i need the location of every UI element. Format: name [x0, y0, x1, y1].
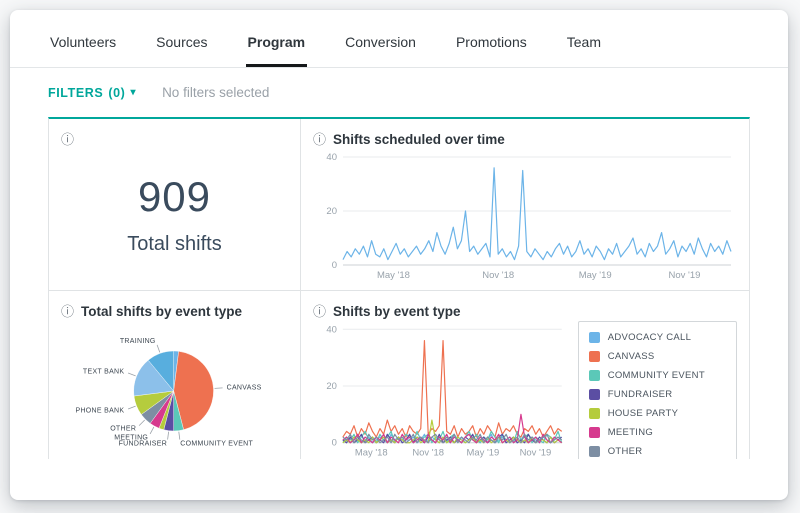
- svg-text:FUNDRAISER: FUNDRAISER: [119, 441, 168, 448]
- legend-swatch-icon: [588, 370, 600, 381]
- filters-label: FILTERS: [48, 85, 104, 100]
- info-icon[interactable]: ⓘ: [61, 303, 75, 319]
- legend-label: OTHER: [607, 446, 643, 457]
- legend-item[interactable]: COMMUNITY EVENT: [588, 370, 726, 381]
- legend-swatch-icon: [588, 332, 600, 343]
- shifts-by-event-chart[interactable]: 0 20 40 May '18 Nov '18 May '19 Nov '19: [313, 321, 568, 459]
- legend-item[interactable]: ADVOCACY CALL: [588, 332, 726, 343]
- svg-text:20: 20: [326, 206, 337, 217]
- svg-text:0: 0: [332, 260, 337, 271]
- card-title-text: Total shifts by event type: [81, 303, 243, 319]
- legend-item[interactable]: FUNDRAISER: [588, 389, 726, 400]
- card-title-text: Shifts by event type: [333, 303, 461, 319]
- svg-text:Nov '18: Nov '18: [412, 448, 444, 459]
- svg-text:May '19: May '19: [579, 270, 612, 281]
- svg-text:TEXT BANK: TEXT BANK: [83, 369, 125, 376]
- tab-conversion[interactable]: Conversion: [343, 12, 418, 67]
- tab-bar: Volunteers Sources Program Conversion Promot…: [10, 10, 788, 68]
- shifts-over-time-chart[interactable]: 0 20 40 May '18 Nov '18 May '19 Nov '19: [313, 149, 737, 281]
- svg-text:OTHER: OTHER: [110, 426, 136, 433]
- card-shifts-pie: ⓘ Total shifts by event type CANVASS COMM…: [49, 291, 301, 459]
- info-icon[interactable]: ⓘ: [61, 131, 75, 147]
- tab-promotions[interactable]: Promotions: [454, 12, 529, 67]
- tab-sources[interactable]: Sources: [154, 12, 209, 67]
- svg-text:40: 40: [326, 324, 337, 335]
- svg-text:Nov '18: Nov '18: [482, 270, 514, 281]
- svg-text:0: 0: [332, 438, 337, 449]
- app-window: Volunteers Sources Program Conversion Promot…: [10, 10, 788, 500]
- legend-label: ADVOCACY CALL: [607, 332, 692, 343]
- svg-text:Nov '19: Nov '19: [668, 270, 700, 281]
- svg-text:PHONE BANK: PHONE BANK: [75, 408, 124, 415]
- card-shifts-over-time: ⓘ Shifts scheduled over time 0 20 40 May '1…: [301, 119, 749, 291]
- filters-button[interactable]: FILTERS (0) ▾: [48, 86, 136, 100]
- svg-text:May '19: May '19: [467, 448, 500, 459]
- svg-text:May '18: May '18: [355, 448, 388, 459]
- card-title-text: Shifts scheduled over time: [333, 131, 505, 147]
- legend-item[interactable]: HOUSE PARTY: [588, 408, 726, 419]
- legend-label: HOUSE PARTY: [607, 408, 679, 419]
- legend-label: FUNDRAISER: [607, 389, 673, 400]
- total-shifts-stat: 909 Total shifts: [61, 149, 288, 279]
- card-total-shifts: ⓘ 909 Total shifts: [49, 119, 301, 291]
- legend-swatch-icon: [588, 408, 600, 419]
- legend-swatch-icon: [588, 427, 600, 438]
- card-shifts-by-event: ⓘ Shifts by event type 0 20 40 May '18 Nov '…: [301, 291, 749, 459]
- info-icon[interactable]: ⓘ: [313, 303, 327, 319]
- tab-team[interactable]: Team: [565, 12, 603, 67]
- legend-item[interactable]: OTHER: [588, 446, 726, 457]
- legend-item[interactable]: MEETING: [588, 427, 726, 438]
- tab-volunteers[interactable]: Volunteers: [48, 12, 118, 67]
- legend-swatch-icon: [588, 351, 600, 362]
- svg-text:MEETING: MEETING: [114, 434, 148, 441]
- dashboard-grid: ⓘ 909 Total shifts ⓘ Shifts scheduled ov…: [48, 117, 750, 459]
- tab-program[interactable]: Program: [245, 12, 308, 67]
- svg-text:May '18: May '18: [377, 270, 410, 281]
- filter-status-text: No filters selected: [162, 85, 270, 100]
- total-shifts-value: 909: [137, 172, 212, 220]
- legend-swatch-icon: [588, 389, 600, 400]
- legend-label: COMMUNITY EVENT: [607, 370, 705, 381]
- legend-label: MEETING: [607, 427, 654, 438]
- svg-text:COMMUNITY EVENT: COMMUNITY EVENT: [180, 441, 253, 448]
- svg-text:20: 20: [326, 381, 337, 392]
- legend-item[interactable]: CANVASS: [588, 351, 726, 362]
- legend-label: CANVASS: [607, 351, 655, 362]
- info-icon[interactable]: ⓘ: [313, 131, 327, 147]
- caret-down-icon: ▾: [130, 87, 137, 98]
- filters-count: (0): [108, 85, 126, 100]
- svg-text:TRAINING: TRAINING: [120, 338, 156, 345]
- svg-text:CANVASS: CANVASS: [227, 385, 262, 392]
- shifts-pie-chart[interactable]: CANVASS COMMUNITY EVENT FUNDRAISERMEETINGO…: [61, 321, 291, 459]
- legend-box: ADVOCACY CALL CANVASS COMMUNITY EVENT FUNDR…: [577, 321, 737, 459]
- filter-bar: FILTERS (0) ▾ No filters selected: [10, 68, 788, 117]
- svg-text:Nov '19: Nov '19: [520, 448, 552, 459]
- legend-swatch-icon: [588, 446, 600, 457]
- total-shifts-label: Total shifts: [127, 232, 222, 255]
- svg-text:40: 40: [326, 152, 337, 163]
